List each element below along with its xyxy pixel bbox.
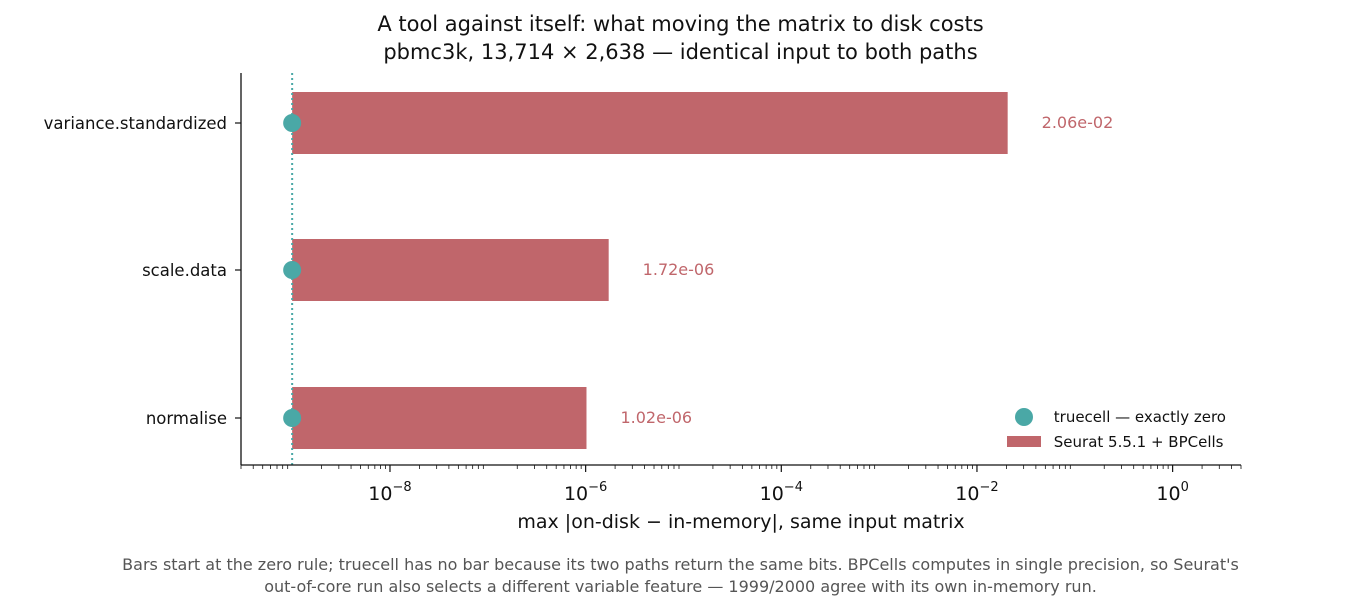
x-tick-label-0: 10−8 <box>368 480 411 505</box>
legend: truecell — exactly zero Seurat 5.5.1 + B… <box>1006 404 1226 454</box>
truecell-marker-normalise <box>283 409 302 427</box>
bar-normalise <box>292 387 587 449</box>
legend-label-truecell: truecell — exactly zero <box>1053 407 1226 426</box>
truecell-marker-variance.standardized <box>283 114 302 132</box>
data-label-variance.standardized: 2.06e-02 <box>1042 113 1114 132</box>
x-axis-label: max |on-disk − in-memory|, same input ma… <box>517 511 965 533</box>
legend-item-seurat: Seurat 5.5.1 + BPCells <box>1006 429 1226 454</box>
truecell-marker-scale.data <box>283 261 302 279</box>
y-tick-label-normalise: normalise <box>146 409 227 428</box>
data-label-normalise: 1.02e-06 <box>620 408 692 427</box>
data-label-scale.data: 1.72e-06 <box>643 260 715 279</box>
x-tick-label-3: 10−2 <box>955 480 998 505</box>
x-tick-label-1: 10−6 <box>564 480 607 505</box>
caption-line-2: out-of-core run also selects a different… <box>264 577 1097 596</box>
y-tick-label-variance.standardized: variance.standardized <box>44 114 227 133</box>
chart-title: A tool against itself: what moving the m… <box>377 12 984 36</box>
legend-item-truecell: truecell — exactly zero <box>1007 404 1226 429</box>
y-tick-label-scale.data: scale.data <box>142 261 227 280</box>
legend-dot-marker <box>1014 407 1033 426</box>
bar-scale.data <box>292 239 609 301</box>
chart-subtitle: pbmc3k, 13,714 × 2,638 — identical input… <box>383 40 978 64</box>
legend-bar-swatch <box>1006 436 1041 447</box>
x-tick-label-2: 10−4 <box>760 480 803 505</box>
x-tick-label-4: 100 <box>1156 480 1188 505</box>
caption-line-1: Bars start at the zero rule; truecell ha… <box>122 555 1239 574</box>
bar-variance.standardized <box>292 92 1008 154</box>
legend-label-seurat: Seurat 5.5.1 + BPCells <box>1053 432 1224 451</box>
